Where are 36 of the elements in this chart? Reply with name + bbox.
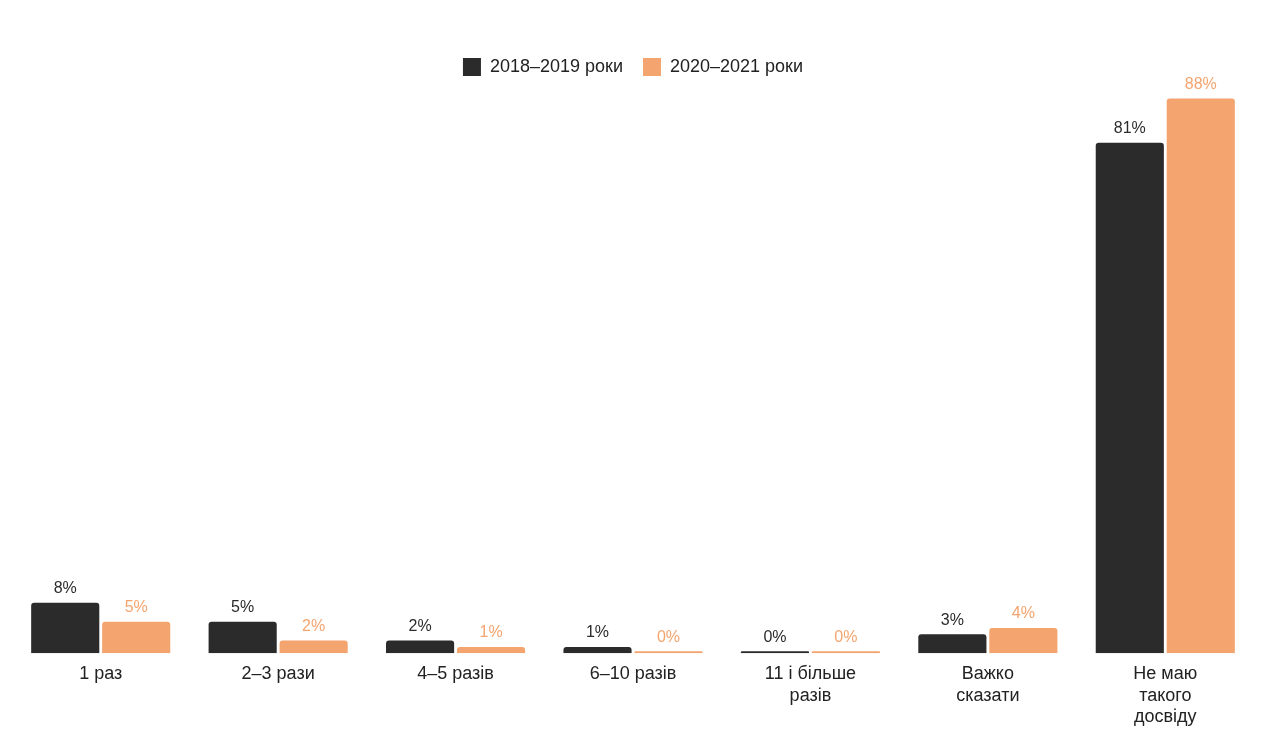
x-tick-label: 4–5 разів: [417, 662, 494, 683]
x-tick-label: 6–10 разів: [589, 662, 677, 683]
data-label: 0%: [834, 627, 858, 645]
legend-label: 2020–2021 роки: [670, 55, 804, 76]
data-label: 1%: [479, 623, 503, 641]
data-label: 1%: [585, 623, 610, 641]
x-tick-label: Не маю такого досвіду: [1133, 662, 1198, 727]
data-label: 0%: [656, 627, 681, 645]
legend-label: 2018–2019 роки: [489, 55, 624, 76]
bar: [102, 621, 171, 654]
bar: [811, 651, 880, 654]
data-label: 3%: [940, 610, 964, 628]
data-label: 81%: [1113, 119, 1146, 137]
bar: [918, 634, 987, 654]
bar: [634, 651, 703, 654]
data-label: 8%: [53, 579, 77, 597]
bar: [279, 640, 348, 654]
bar: [208, 621, 277, 654]
bar: [456, 646, 526, 654]
data-label: 88%: [1184, 75, 1217, 93]
data-label: 0%: [763, 627, 787, 645]
x-tick-label: 11 і більше разів: [764, 662, 857, 705]
data-label: 5%: [124, 598, 148, 616]
bar: [989, 627, 1058, 654]
data-label: 2%: [302, 617, 326, 634]
bar: [386, 640, 455, 654]
x-tick-label: 2–3 рази: [241, 662, 315, 683]
x-tick-label: 1 раз: [79, 662, 123, 683]
bar: [1166, 98, 1235, 654]
x-tick-label: Важко сказати: [956, 662, 1020, 705]
bar: [31, 602, 100, 654]
data-label: 4%: [1011, 604, 1035, 622]
data-label: 2%: [408, 617, 432, 634]
bar: [1095, 142, 1164, 654]
data-label: 5%: [231, 598, 255, 616]
bar: [563, 646, 632, 654]
